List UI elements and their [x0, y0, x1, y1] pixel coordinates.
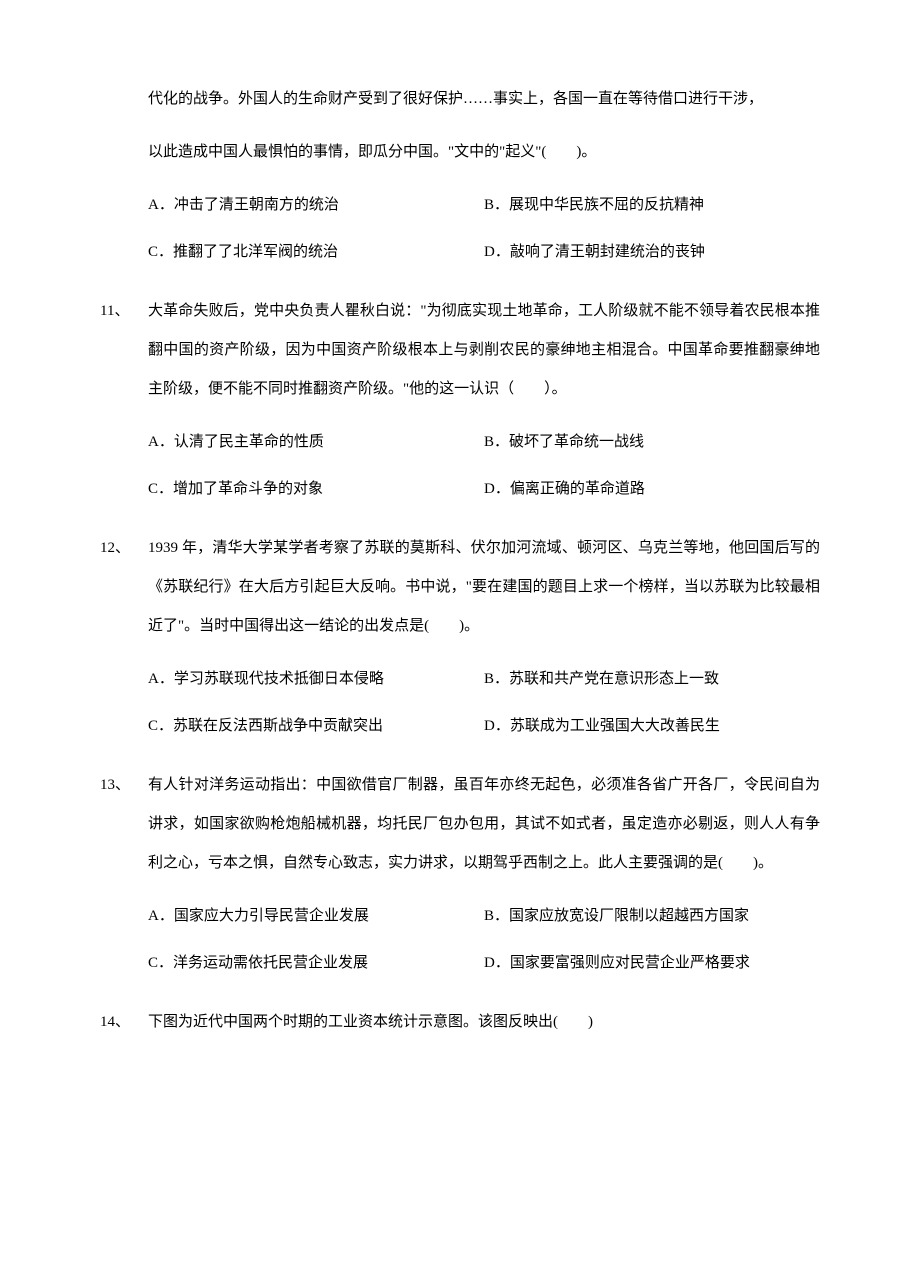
q11-stem-text: 大革命失败后，党中央负责人瞿秋白说："为彻底实现土地革命，工人阶级就不能不领导着… — [148, 292, 820, 409]
q10-stem-line1: 代化的战争。外国人的生命财产受到了很好保护……事实上，各国一直在等待借口进行干涉… — [100, 80, 820, 119]
q10-option-c: C．推翻了了北洋军阀的统治 — [148, 233, 484, 272]
q13-number: 13、 — [100, 766, 148, 883]
q14-stem-text: 下图为近代中国两个时期的工业资本统计示意图。该图反映出( ) — [148, 1003, 820, 1042]
q12-option-d: D．苏联成为工业强国大大改善民生 — [484, 707, 820, 746]
q14-stem: 14、 下图为近代中国两个时期的工业资本统计示意图。该图反映出( ) — [100, 1003, 820, 1042]
q10-option-d: D．敲响了清王朝封建统治的丧钟 — [484, 233, 820, 272]
q13-stem: 13、 有人针对洋务运动指出：中国欲借官厂制器，虽百年亦终无起色，必须准各省广开… — [100, 766, 820, 883]
option-row: A．国家应大力引导民营企业发展 B．国家应放宽设厂限制以超越西方国家 — [148, 897, 820, 936]
option-row: C．推翻了了北洋军阀的统治 D．敲响了清王朝封建统治的丧钟 — [148, 233, 820, 272]
q11-options: A．认清了民主革命的性质 B．破坏了革命统一战线 C．增加了革命斗争的对象 D．… — [100, 423, 820, 509]
q10-options: A．冲击了清王朝南方的统治 B．展现中华民族不屈的反抗精神 C．推翻了了北洋军阀… — [100, 186, 820, 272]
q12-option-c: C．苏联在反法西斯战争中贡献突出 — [148, 707, 484, 746]
q11-option-b: B．破坏了革命统一战线 — [484, 423, 820, 462]
q13-options: A．国家应大力引导民营企业发展 B．国家应放宽设厂限制以超越西方国家 C．洋务运… — [100, 897, 820, 983]
q13-option-a: A．国家应大力引导民营企业发展 — [148, 897, 484, 936]
option-row: A．学习苏联现代技术抵御日本侵略 B．苏联和共产党在意识形态上一致 — [148, 660, 820, 699]
q11-option-a: A．认清了民主革命的性质 — [148, 423, 484, 462]
option-row: C．苏联在反法西斯战争中贡献突出 D．苏联成为工业强国大大改善民生 — [148, 707, 820, 746]
question-12: 12、 1939 年，清华大学某学者考察了苏联的莫斯科、伏尔加河流域、顿河区、乌… — [100, 529, 820, 746]
option-row: A．认清了民主革命的性质 B．破坏了革命统一战线 — [148, 423, 820, 462]
question-13: 13、 有人针对洋务运动指出：中国欲借官厂制器，虽百年亦终无起色，必须准各省广开… — [100, 766, 820, 983]
q12-options: A．学习苏联现代技术抵御日本侵略 B．苏联和共产党在意识形态上一致 C．苏联在反… — [100, 660, 820, 746]
option-row: C．洋务运动需依托民营企业发展 D．国家要富强则应对民营企业严格要求 — [148, 944, 820, 983]
q14-number: 14、 — [100, 1003, 148, 1042]
q13-option-c: C．洋务运动需依托民营企业发展 — [148, 944, 484, 983]
q12-stem: 12、 1939 年，清华大学某学者考察了苏联的莫斯科、伏尔加河流域、顿河区、乌… — [100, 529, 820, 646]
question-10-continuation: 代化的战争。外国人的生命财产受到了很好保护……事实上，各国一直在等待借口进行干涉… — [100, 80, 820, 272]
q11-number: 11、 — [100, 292, 148, 409]
q13-stem-text: 有人针对洋务运动指出：中国欲借官厂制器，虽百年亦终无起色，必须准各省广开各厂，令… — [148, 766, 820, 883]
q12-option-a: A．学习苏联现代技术抵御日本侵略 — [148, 660, 484, 699]
q12-number: 12、 — [100, 529, 148, 646]
option-row: A．冲击了清王朝南方的统治 B．展现中华民族不屈的反抗精神 — [148, 186, 820, 225]
question-11: 11、 大革命失败后，党中央负责人瞿秋白说："为彻底实现土地革命，工人阶级就不能… — [100, 292, 820, 509]
q11-option-c: C．增加了革命斗争的对象 — [148, 470, 484, 509]
q10-stem-line2: 以此造成中国人最惧怕的事情，即瓜分中国。"文中的"起义"( )。 — [100, 133, 820, 172]
q11-stem: 11、 大革命失败后，党中央负责人瞿秋白说："为彻底实现土地革命，工人阶级就不能… — [100, 292, 820, 409]
q13-option-d: D．国家要富强则应对民营企业严格要求 — [484, 944, 820, 983]
question-14: 14、 下图为近代中国两个时期的工业资本统计示意图。该图反映出( ) — [100, 1003, 820, 1042]
q10-option-b: B．展现中华民族不屈的反抗精神 — [484, 186, 820, 225]
q13-option-b: B．国家应放宽设厂限制以超越西方国家 — [484, 897, 820, 936]
q10-option-a: A．冲击了清王朝南方的统治 — [148, 186, 484, 225]
q12-option-b: B．苏联和共产党在意识形态上一致 — [484, 660, 820, 699]
q12-stem-text: 1939 年，清华大学某学者考察了苏联的莫斯科、伏尔加河流域、顿河区、乌克兰等地… — [148, 529, 820, 646]
option-row: C．增加了革命斗争的对象 D．偏离正确的革命道路 — [148, 470, 820, 509]
q11-option-d: D．偏离正确的革命道路 — [484, 470, 820, 509]
